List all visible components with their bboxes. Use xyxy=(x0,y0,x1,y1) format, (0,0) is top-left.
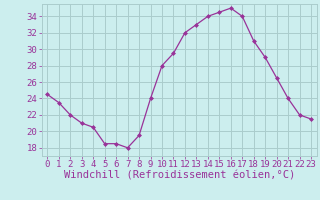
X-axis label: Windchill (Refroidissement éolien,°C): Windchill (Refroidissement éolien,°C) xyxy=(64,171,295,181)
